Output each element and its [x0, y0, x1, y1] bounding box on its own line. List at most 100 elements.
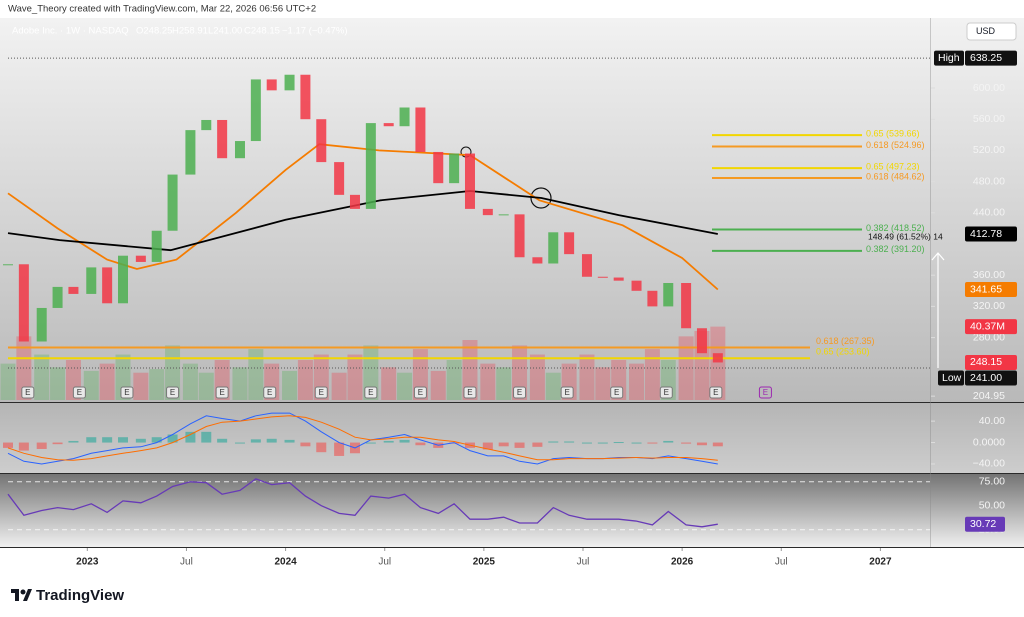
- candle: [349, 194, 360, 209]
- rsi-tick-label: 75.00: [979, 476, 1005, 488]
- earnings-marker: [364, 386, 378, 399]
- earnings-label: E: [713, 388, 718, 397]
- volume-bar: [529, 354, 545, 400]
- volume-bar: [99, 363, 115, 400]
- fib-label: 0.618 (524.96): [866, 140, 925, 150]
- earnings-marker: [758, 386, 772, 399]
- candle: [696, 328, 707, 354]
- macd-histogram: [52, 442, 63, 445]
- macd-histogram: [300, 442, 311, 447]
- x-tick-label: 2026: [671, 557, 694, 568]
- macd-histogram: [201, 431, 212, 443]
- volume-bar: [149, 369, 165, 400]
- earnings-marker: [21, 386, 35, 399]
- fib-label: 0.65 (497.23): [866, 162, 920, 172]
- volume-bar: [462, 340, 478, 400]
- candle: [597, 276, 608, 278]
- macd-histogram: [3, 442, 13, 448]
- x-tick-label: Jul: [775, 557, 788, 568]
- volume-bar: [282, 370, 298, 400]
- x-tick-label: 2027: [869, 557, 892, 568]
- volume-bar: [232, 367, 248, 400]
- candle: [52, 286, 63, 308]
- macd-tick-label: 40.00: [979, 415, 1005, 427]
- y-tick-label: 440.00: [973, 207, 1005, 219]
- candle: [564, 232, 575, 255]
- volume-bar: [331, 372, 347, 400]
- earnings-marker: [215, 386, 229, 399]
- candle: [365, 123, 376, 209]
- candle: [185, 130, 196, 175]
- candle: [482, 208, 493, 216]
- volume-bar: [644, 349, 660, 400]
- earnings-marker: [72, 386, 86, 399]
- earnings-marker: [513, 386, 527, 399]
- volume-bar: [34, 354, 50, 400]
- volume-bar: [446, 360, 462, 400]
- volume-bar: [198, 372, 214, 400]
- candle: [201, 119, 212, 131]
- volume-bar: [595, 367, 611, 400]
- candle: [399, 107, 410, 127]
- ma-badge: [965, 226, 1017, 242]
- low-badge-text: 241.00: [970, 372, 1002, 384]
- fib-label: 0.382 (391.20): [866, 244, 925, 254]
- earnings-label: E: [614, 388, 619, 397]
- fib-label: 0.618 (484.62): [866, 171, 925, 181]
- rsi-line: [7, 478, 718, 528]
- currency-label: USD: [976, 26, 996, 36]
- macd-histogram: [663, 440, 674, 443]
- high-badge-text: 638.25: [970, 52, 1002, 64]
- x-tick-label: Jul: [378, 557, 391, 568]
- candle: [250, 79, 261, 142]
- ohlc-value: C248.15: [244, 26, 280, 37]
- volume-bar: [50, 367, 66, 400]
- y-tick-label: 600.00: [973, 82, 1005, 94]
- credit: Wave_Theory created with TradingView.com…: [8, 4, 316, 15]
- currency-button[interactable]: [966, 22, 1017, 41]
- macd-histogram: [234, 442, 245, 444]
- volume-bar: [182, 363, 198, 400]
- ohlc-value: L241.00: [208, 26, 242, 37]
- candle: [383, 123, 394, 127]
- candle: [334, 162, 345, 195]
- volume-bar: [629, 363, 645, 400]
- volume-bar: [381, 367, 397, 400]
- candle: [681, 283, 692, 329]
- candle: [647, 290, 658, 307]
- candle: [548, 232, 559, 264]
- measure-label: 148.49 (61.52%) 14: [868, 231, 943, 241]
- macd-histogram: [266, 438, 277, 443]
- y-tick-label: 560.00: [973, 113, 1005, 125]
- macd-histogram: [185, 431, 196, 443]
- macd-histogram: [696, 442, 707, 446]
- macd-histogram: [135, 438, 146, 443]
- macd-histogram: [250, 439, 261, 443]
- brand-name: TradingView: [36, 587, 124, 604]
- x-tick-label: 2023: [76, 557, 99, 568]
- earnings-marker: [120, 386, 134, 399]
- candle: [613, 277, 624, 281]
- candle: [415, 107, 426, 152]
- brand-logo: [11, 589, 32, 601]
- candle: [217, 119, 228, 159]
- moving-average: [7, 143, 719, 291]
- macd-histogram: [167, 434, 178, 443]
- macd-histogram: [681, 442, 692, 444]
- price-badge-text: 248.15: [970, 356, 1002, 368]
- low-name-badge: [938, 370, 964, 386]
- earnings-label: E: [418, 388, 423, 397]
- candle: [68, 286, 79, 294]
- earnings-label: E: [77, 388, 82, 397]
- candle: [3, 264, 13, 266]
- volume-bar: [248, 349, 264, 400]
- volume-bar: [83, 370, 99, 400]
- volume-bar: [710, 326, 726, 400]
- macd-histogram: [532, 442, 543, 447]
- ma-badge-text: 341.65: [970, 283, 1002, 295]
- x-tick-label: 2025: [473, 557, 496, 568]
- earnings-label: E: [664, 388, 669, 397]
- macd-tick-label: 0.0000: [973, 436, 1005, 448]
- candle: [514, 214, 525, 258]
- earnings-label: E: [368, 388, 373, 397]
